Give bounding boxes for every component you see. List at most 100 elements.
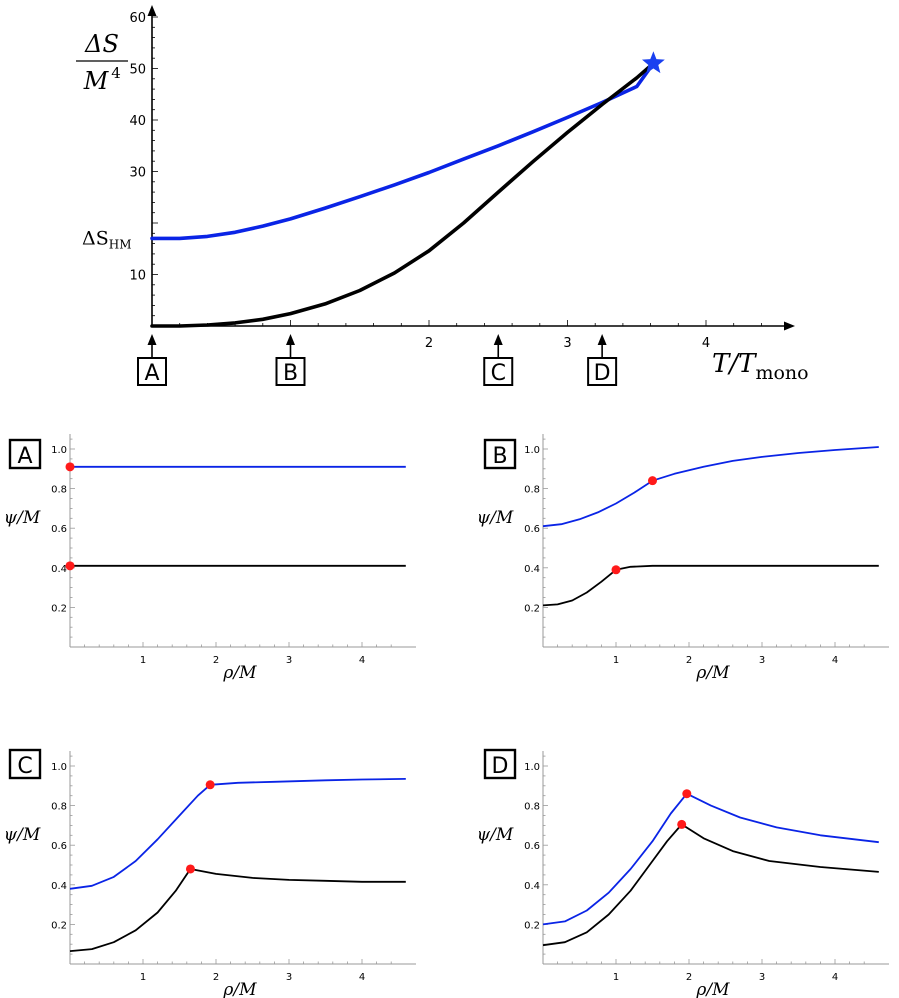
y-axis-arrowhead xyxy=(147,5,157,16)
x-axis-label: ρ/M xyxy=(695,663,730,683)
x-axis-label: ρ/M xyxy=(222,663,257,683)
x-tick-label: 2 xyxy=(213,655,219,666)
x-tick-label: 2 xyxy=(686,972,692,983)
y-tick-label: 0.6 xyxy=(524,524,540,535)
x-tick-label: 4 xyxy=(832,972,838,983)
series-black xyxy=(542,564,879,607)
red-point xyxy=(648,476,657,486)
marker-label-b: B xyxy=(283,361,298,386)
y-tick-label: 60 xyxy=(129,11,146,26)
y-axis-label-denominator: M xyxy=(83,67,110,95)
x-tick-label: 1 xyxy=(613,972,619,983)
marker-arrow-head xyxy=(147,334,157,345)
x-tick-label: 3 xyxy=(286,655,292,666)
y-axis-label: ψ/M xyxy=(4,825,41,845)
x-axis-label: T/Tmono xyxy=(712,349,809,384)
y-axis-label-exponent: 4 xyxy=(111,64,121,82)
series-black xyxy=(69,868,406,952)
x-tick-label: 2 xyxy=(213,972,219,983)
panel-b-chart: B 0.2 0.4 0.6 0.8 1.0 1 2 3 4 ψ/M ρ/M xyxy=(477,434,889,683)
y-axis-label: ψ/M xyxy=(477,508,514,528)
y-tick-label: 0.4 xyxy=(524,881,540,892)
x-tick-label: 4 xyxy=(359,972,365,983)
y-tick-label: 0.2 xyxy=(51,920,67,931)
y-tick-label: 1.0 xyxy=(51,762,67,773)
red-point xyxy=(677,819,687,829)
series-blue xyxy=(69,778,406,890)
x-tick-label: 1 xyxy=(140,972,146,983)
x-tick-label: 4 xyxy=(359,655,365,666)
marker-box xyxy=(587,357,618,386)
main-series-black xyxy=(150,61,656,328)
y-tick-label: 0.2 xyxy=(524,603,540,614)
series-blue xyxy=(542,446,879,528)
y-tick-label: 1.0 xyxy=(524,445,540,456)
marker-box xyxy=(275,357,306,386)
panel-label-c: C xyxy=(17,754,32,779)
x-tick-label: 3 xyxy=(286,972,292,983)
red-point xyxy=(611,565,621,575)
panel-label-a: A xyxy=(17,444,32,469)
x-axis-arrowhead xyxy=(784,321,795,331)
red-point xyxy=(682,789,692,799)
panel-c-chart: C 0.2 0.4 0.6 0.8 1.0 1 2 3 4 ψ/M ρ/M xyxy=(4,748,416,998)
star-marker xyxy=(642,51,665,74)
panel-label-box xyxy=(483,748,517,780)
x-tick-label: 3 xyxy=(563,336,571,351)
panel-label-box xyxy=(483,438,517,470)
y-axis-label-numerator: ΔS xyxy=(84,30,119,58)
x-tick-label: 1 xyxy=(140,655,146,666)
y-tick-label: 0.8 xyxy=(51,802,67,813)
y-tick-label: 0.2 xyxy=(524,920,540,931)
x-tick-label: 1 xyxy=(613,655,619,666)
marker-label-a: A xyxy=(144,361,159,386)
y-tick-label: 40 xyxy=(129,114,146,129)
y-tick-label: 50 xyxy=(129,63,146,78)
panel-label-box xyxy=(8,438,42,470)
y-tick-label: 0.8 xyxy=(524,485,540,496)
marker-arrow-head xyxy=(597,334,607,345)
red-point xyxy=(205,780,215,790)
x-tick-label: 3 xyxy=(759,972,765,983)
y-tick-label: 0.8 xyxy=(51,485,67,496)
series-black xyxy=(542,823,879,947)
y-tick-label: 0.4 xyxy=(51,881,67,892)
marker-arrow-head xyxy=(493,334,503,345)
y-special-tick-label: ΔSHM xyxy=(82,227,132,251)
y-tick-label: 1.0 xyxy=(524,762,540,773)
marker-box xyxy=(137,357,167,386)
panel-label-b: B xyxy=(492,444,507,469)
y-tick-label: 0.8 xyxy=(524,802,540,813)
y-tick-label: 10 xyxy=(129,269,146,284)
x-tick-label: 2 xyxy=(425,336,433,351)
marker-label-d: D xyxy=(594,361,611,386)
y-tick-label: 0.6 xyxy=(524,841,540,852)
panel-label-d: D xyxy=(492,754,509,779)
marker-arrow-head xyxy=(286,334,295,345)
y-tick-label: 30 xyxy=(129,166,146,181)
y-tick-label: 0.2 xyxy=(51,603,67,614)
main-series-blue xyxy=(150,61,656,241)
red-point xyxy=(185,864,195,874)
series-blue xyxy=(542,792,879,926)
x-axis-label: ρ/M xyxy=(222,980,257,998)
x-tick-label: 4 xyxy=(832,655,838,666)
y-tick-label: 1.0 xyxy=(51,445,67,456)
x-axis-label: ρ/M xyxy=(695,980,730,998)
y-tick-label: 0.4 xyxy=(51,564,67,575)
y-tick-label: 0.4 xyxy=(524,564,540,575)
x-tick-label: 3 xyxy=(759,655,765,666)
marker-label-c: C xyxy=(491,361,506,386)
x-tick-label: 4 xyxy=(702,336,710,351)
marker-box xyxy=(483,357,514,386)
y-tick-label: 0.6 xyxy=(51,841,67,852)
y-axis-label: ψ/M xyxy=(477,825,514,845)
y-axis-label: ψ/M xyxy=(4,508,41,528)
red-point xyxy=(65,561,75,571)
x-tick-label: 2 xyxy=(686,655,692,666)
panel-a-chart: A 0.2 0.4 0.6 0.8 1.0 1 2 3 4 ψ/M ρ/M xyxy=(4,434,416,683)
red-point xyxy=(65,462,75,472)
panel-label-box xyxy=(8,748,42,780)
